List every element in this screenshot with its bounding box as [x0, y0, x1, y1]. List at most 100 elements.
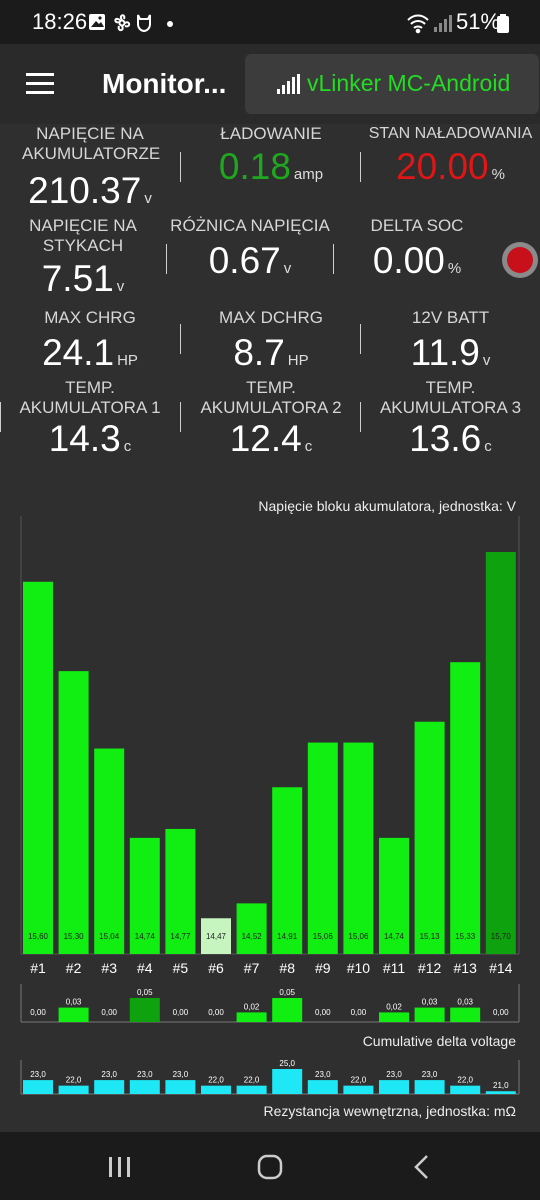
recent-apps-icon[interactable]: [100, 1152, 140, 1182]
cell-number-label: #3: [101, 960, 117, 976]
metric-value: 0.67 v: [167, 240, 333, 290]
delta-voltage-bar: [450, 1007, 481, 1022]
metric-max-charge: MAX CHRG 24.1 HP: [0, 308, 180, 382]
metric-label: ŁADOWANIE: [220, 124, 322, 143]
resistance-bar: [58, 1085, 89, 1094]
metric-value: 210.37 v: [0, 170, 180, 220]
cell-voltage-bar: [450, 662, 481, 954]
cell-number-label: #7: [244, 960, 260, 976]
cell-number-label: #14: [489, 960, 513, 976]
metric-battery-temp-3: TEMP. AKUMULATORA 3 13.6 c: [361, 378, 540, 468]
delta-voltage-bar: [236, 1012, 267, 1022]
cell-number-label: #9: [315, 960, 331, 976]
delta-voltage-bar: [272, 998, 303, 1022]
device-connection-button[interactable]: vLinker MC-Android: [245, 54, 539, 114]
metric-label: RÓŻNICA NAPIĘCIA: [170, 216, 330, 235]
cell-voltage-label: 15,04: [99, 932, 120, 941]
cell-voltage-bar: [307, 742, 338, 954]
resistance-label: 22,0: [208, 1076, 224, 1085]
resistance-label: 23,0: [137, 1070, 153, 1079]
delta-voltage-label: 0,00: [493, 1008, 509, 1017]
record-icon: [507, 247, 533, 273]
metric-number: 0.67: [208, 240, 281, 281]
divider: [360, 324, 361, 354]
metric-12v-battery: 12V BATT 11.9 v: [361, 308, 540, 382]
cell-number-label: #13: [454, 960, 478, 976]
page-title: Monitor...: [102, 68, 227, 99]
metric-number: 13.6: [409, 418, 482, 459]
mi-icon: [137, 14, 151, 33]
cell-charts: 15,60 #1 15,30 #2 15,04 #3 14,74 #4 14,77 #5 14,47…: [20, 516, 520, 1095]
metric-unit: c: [123, 438, 132, 455]
cell-voltage-chart: 15,60 #1 15,30 #2 15,04 #3 14,74 #4 14,77 #5 14,47…: [20, 516, 520, 976]
metric-unit: v: [116, 278, 125, 295]
metric-label: TEMP. AKUMULATORA 1: [19, 378, 161, 417]
cell-voltage-label: 14,91: [277, 932, 298, 941]
cell-voltage-label: 15,06: [313, 932, 334, 941]
metric-unit: c: [304, 438, 313, 455]
cell-number-label: #4: [137, 960, 153, 976]
metric-max-discharge: MAX DCHRG 8.7 HP: [181, 308, 361, 382]
metric-unit: HP: [287, 352, 309, 369]
navigation-bar: [0, 1132, 540, 1200]
home-icon[interactable]: [250, 1152, 290, 1182]
resistance-label: 23,0: [30, 1070, 46, 1079]
menu-icon[interactable]: [24, 70, 56, 98]
back-icon[interactable]: [402, 1152, 442, 1182]
delta-voltage-label: 0,05: [137, 988, 153, 997]
metrics-panel: NAPIĘCIE NA AKUMULATORZE 210.37 v ŁADOWAN…: [0, 124, 540, 494]
metric-number: 210.37: [28, 170, 142, 211]
resistance-label: 22,0: [457, 1076, 473, 1085]
resistance-label: 23,0: [101, 1070, 117, 1079]
metric-number: 7.51: [41, 258, 114, 299]
record-button[interactable]: [502, 242, 538, 278]
delta-voltage-chart-title: Cumulative delta voltage: [362, 1033, 516, 1049]
delta-voltage-label: 0,00: [315, 1008, 331, 1017]
cell-voltage-label: 15,13: [420, 932, 441, 941]
metric-contact-voltage: NAPIĘCIE NA STYKACH 7.51 v: [0, 216, 166, 308]
metric-number: 11.9: [410, 332, 480, 373]
metric-label: 12V BATT: [411, 308, 490, 327]
delta-voltage-label: 0,03: [66, 998, 82, 1007]
delta-voltage-bar: [58, 1007, 89, 1022]
resistance-label: 21,0: [493, 1081, 509, 1090]
divider: [180, 402, 181, 432]
resistance-bar: [94, 1080, 125, 1094]
metric-label: DELTA SOC: [370, 216, 464, 235]
resistance-bar: [129, 1080, 160, 1094]
dot-icon: [167, 21, 173, 27]
metric-unit: v: [283, 260, 292, 277]
status-bar: 18:26 51%: [0, 0, 540, 44]
metric-value: 24.1 HP: [0, 332, 180, 382]
cell-voltage-label: 15,30: [64, 932, 85, 941]
metric-battery-temp-1: TEMP. AKUMULATORA 1 14.3 c: [0, 378, 180, 468]
resistance-label: 25,0: [279, 1059, 295, 1068]
metric-unit: amp: [293, 166, 324, 183]
metric-label: NAPIĘCIE NA STYKACH: [29, 216, 137, 255]
metric-value: 20.00%: [361, 146, 540, 196]
resistance-bar: [379, 1080, 409, 1094]
resistance-bar: [236, 1085, 267, 1094]
resistance-label: 23,0: [422, 1070, 438, 1079]
metric-battery-voltage: NAPIĘCIE NA AKUMULATORZE 210.37 v: [0, 124, 180, 220]
metric-label: TEMP. AKUMULATORA 2: [200, 378, 342, 417]
cell-voltage-bar: [94, 748, 125, 954]
metric-value: 12.4 c: [181, 418, 361, 468]
resistance-bar: [343, 1085, 374, 1094]
cell-voltage-chart-title: Napięcie bloku akumulatora, jednostka: V: [258, 498, 516, 514]
metric-number: 8.7: [233, 332, 285, 373]
delta-voltage-label: 0,03: [457, 998, 473, 1007]
signal-icon: [434, 15, 452, 32]
metric-delta-soc: DELTA SOC 0.00%: [334, 216, 500, 290]
app-bar: Monitor... vLinker MC-Android: [0, 44, 540, 124]
metric-unit: HP: [117, 352, 138, 369]
metric-label: MAX CHRG: [44, 308, 136, 327]
delta-voltage-label: 0,00: [208, 1008, 224, 1017]
metric-unit: %: [447, 260, 462, 277]
resistance-chart-title: Rezystancja wewnętrzna, jednostka: mΩ: [263, 1103, 516, 1119]
metric-charging: ŁADOWANIE 0.18 amp: [181, 124, 361, 196]
cell-number-label: #8: [279, 960, 295, 976]
cell-voltage-label: 14,74: [135, 932, 156, 941]
cell-voltage-bar: [23, 581, 53, 954]
cell-voltage-bar: [485, 552, 516, 954]
